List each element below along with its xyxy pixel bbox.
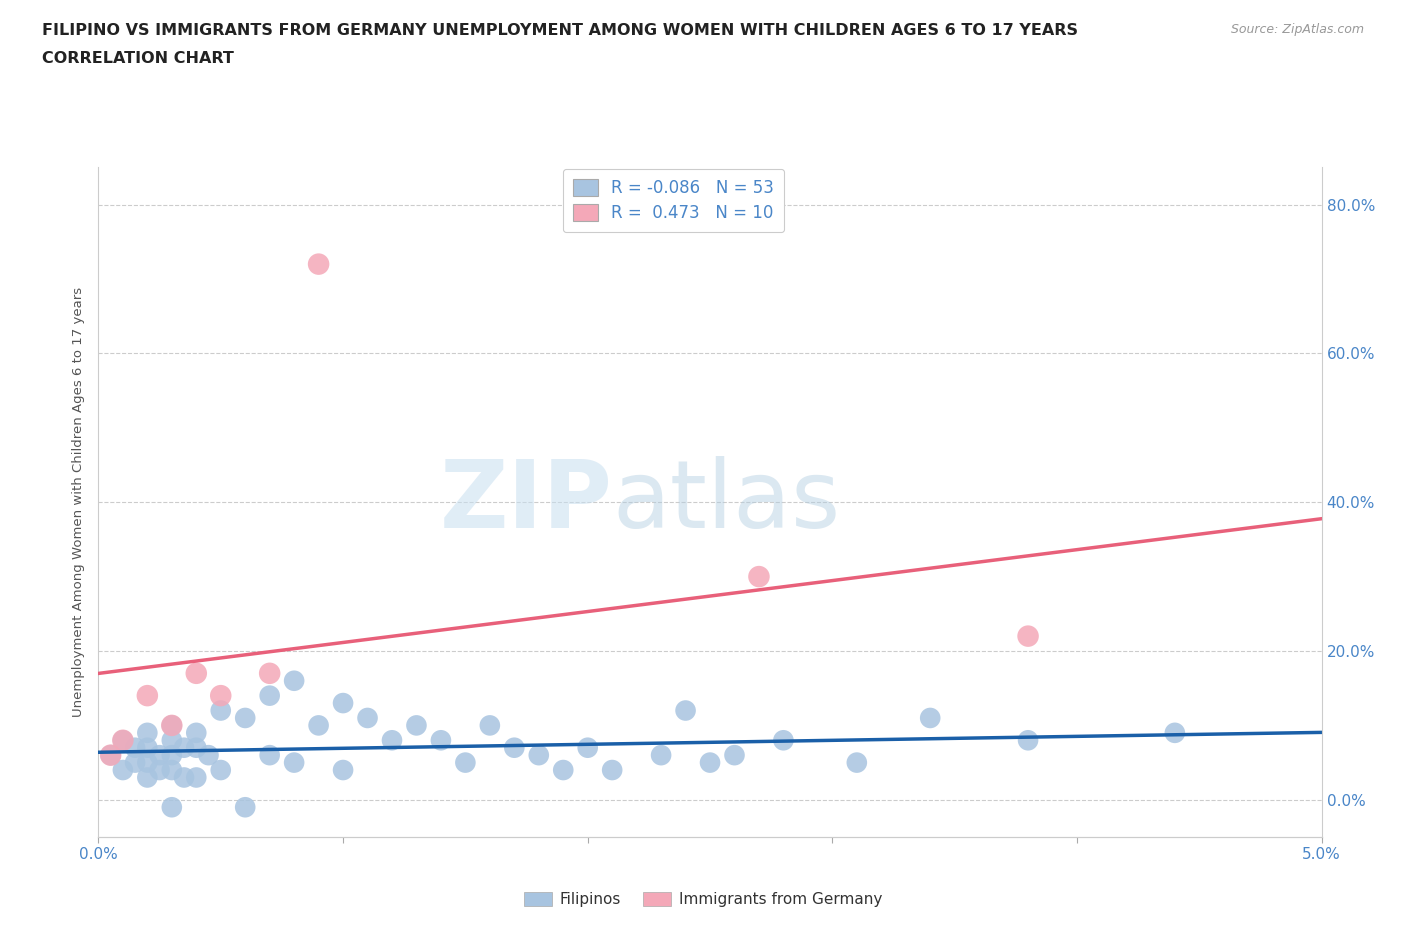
Point	[186, 770, 208, 785]
Point	[478, 718, 501, 733]
Legend: R = -0.086   N = 53, R =  0.473   N = 10: R = -0.086 N = 53, R = 0.473 N = 10	[562, 169, 785, 232]
Point	[160, 718, 183, 733]
Point	[111, 763, 134, 777]
Point	[233, 711, 256, 725]
Text: FILIPINO VS IMMIGRANTS FROM GERMANY UNEMPLOYMENT AMONG WOMEN WITH CHILDREN AGES : FILIPINO VS IMMIGRANTS FROM GERMANY UNEM…	[42, 23, 1078, 38]
Point	[209, 763, 232, 777]
Point	[186, 740, 208, 755]
Point	[160, 718, 183, 733]
Point	[576, 740, 599, 755]
Point	[136, 770, 159, 785]
Point	[136, 725, 159, 740]
Point	[233, 800, 256, 815]
Point	[209, 703, 232, 718]
Point	[723, 748, 745, 763]
Point	[308, 718, 330, 733]
Point	[430, 733, 453, 748]
Point	[748, 569, 770, 584]
Point	[675, 703, 697, 718]
Point	[503, 740, 526, 755]
Point	[1164, 725, 1187, 740]
Point	[100, 748, 122, 763]
Point	[100, 748, 122, 763]
Point	[920, 711, 942, 725]
Point	[405, 718, 427, 733]
Text: CORRELATION CHART: CORRELATION CHART	[42, 51, 233, 66]
Point	[173, 770, 195, 785]
Point	[173, 740, 195, 755]
Y-axis label: Unemployment Among Women with Children Ages 6 to 17 years: Unemployment Among Women with Children A…	[72, 287, 86, 717]
Point	[160, 763, 183, 777]
Point	[136, 740, 159, 755]
Point	[160, 748, 183, 763]
Point	[160, 800, 183, 815]
Point	[259, 666, 281, 681]
Point	[553, 763, 575, 777]
Legend: Filipinos, Immigrants from Germany: Filipinos, Immigrants from Germany	[517, 885, 889, 913]
Point	[1017, 629, 1039, 644]
Point	[124, 740, 146, 755]
Point	[259, 688, 281, 703]
Point	[772, 733, 794, 748]
Point	[186, 725, 208, 740]
Point	[160, 733, 183, 748]
Point	[111, 733, 134, 748]
Point	[381, 733, 404, 748]
Point	[332, 696, 354, 711]
Point	[308, 257, 330, 272]
Point	[650, 748, 672, 763]
Point	[186, 666, 208, 681]
Text: atlas: atlas	[612, 457, 841, 548]
Point	[454, 755, 477, 770]
Point	[209, 688, 232, 703]
Point	[699, 755, 721, 770]
Point	[845, 755, 868, 770]
Point	[283, 673, 305, 688]
Point	[332, 763, 354, 777]
Point	[149, 748, 172, 763]
Point	[1017, 733, 1039, 748]
Text: ZIP: ZIP	[439, 457, 612, 548]
Point	[356, 711, 378, 725]
Point	[197, 748, 219, 763]
Point	[600, 763, 623, 777]
Point	[283, 755, 305, 770]
Point	[111, 733, 134, 748]
Point	[124, 755, 146, 770]
Point	[259, 748, 281, 763]
Point	[136, 755, 159, 770]
Text: Source: ZipAtlas.com: Source: ZipAtlas.com	[1230, 23, 1364, 36]
Point	[527, 748, 550, 763]
Point	[149, 763, 172, 777]
Point	[136, 688, 159, 703]
